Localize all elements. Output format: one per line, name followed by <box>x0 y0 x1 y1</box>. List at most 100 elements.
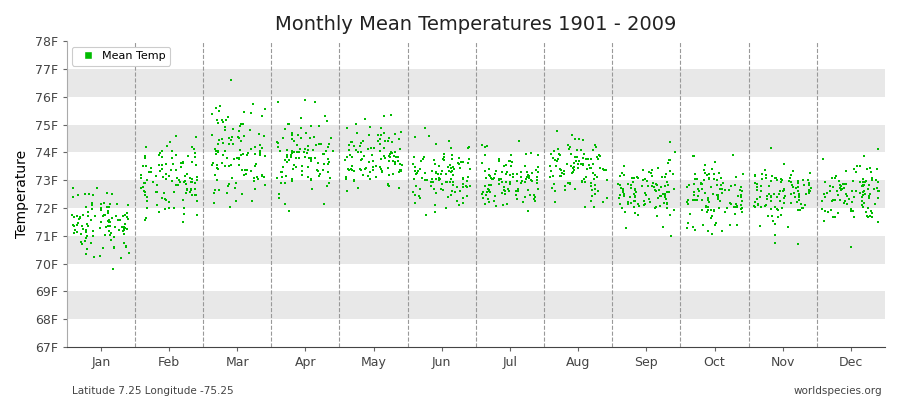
Point <box>324 135 338 141</box>
Point <box>97 200 112 206</box>
Point <box>870 219 885 225</box>
Point <box>184 187 199 193</box>
Point <box>479 192 493 198</box>
Point <box>706 166 720 172</box>
Point <box>584 187 598 194</box>
Point <box>838 198 852 204</box>
Point <box>225 133 239 140</box>
Point <box>409 134 423 140</box>
Point <box>688 227 702 233</box>
Point <box>485 176 500 182</box>
Point <box>229 197 243 204</box>
Point <box>286 138 301 144</box>
Point <box>636 167 651 174</box>
Point <box>315 167 329 173</box>
Point <box>367 145 382 152</box>
Point <box>183 175 197 182</box>
Point <box>155 154 169 160</box>
Point <box>797 182 812 189</box>
Point <box>628 187 643 193</box>
Point <box>354 149 368 155</box>
Point <box>636 177 651 183</box>
Bar <box>67 69 885 97</box>
Point <box>286 162 301 168</box>
Point <box>248 163 263 169</box>
Point <box>443 179 457 185</box>
Point <box>462 144 476 150</box>
Point <box>654 174 669 181</box>
Point <box>590 188 605 194</box>
Point <box>590 174 604 180</box>
Point <box>587 204 601 210</box>
Point <box>326 148 340 154</box>
Point <box>432 177 446 184</box>
Point <box>651 195 665 201</box>
Point <box>234 152 248 158</box>
Point <box>788 194 802 200</box>
Point <box>356 171 371 178</box>
Point <box>149 188 164 195</box>
Point <box>711 192 725 198</box>
Point <box>303 176 318 183</box>
Point <box>868 201 882 207</box>
Point <box>138 155 152 162</box>
Point <box>300 150 314 156</box>
Point <box>371 138 385 144</box>
Point <box>140 163 154 169</box>
Point <box>775 204 789 211</box>
Point <box>778 195 792 202</box>
Point <box>702 175 716 181</box>
Point <box>871 188 886 194</box>
Point <box>121 202 135 208</box>
Point <box>76 212 90 218</box>
Point <box>176 179 191 185</box>
Point <box>628 185 643 192</box>
Point <box>792 191 806 197</box>
Point <box>773 188 788 195</box>
Point <box>111 217 125 223</box>
Point <box>857 182 871 188</box>
Point <box>280 152 294 158</box>
Point <box>220 189 234 196</box>
Point <box>321 144 336 150</box>
Point <box>802 190 816 196</box>
Point <box>238 170 253 177</box>
Point <box>101 223 115 229</box>
Point <box>211 177 225 184</box>
Bar <box>67 291 885 319</box>
Point <box>713 198 727 204</box>
Point <box>650 213 664 219</box>
Point <box>561 142 575 149</box>
Point <box>652 186 667 193</box>
Point <box>383 150 398 157</box>
Point <box>680 199 695 206</box>
Point <box>698 204 713 210</box>
Point <box>562 146 576 152</box>
Point <box>345 154 359 160</box>
Point <box>658 174 672 180</box>
Point <box>574 178 589 184</box>
Point <box>487 198 501 204</box>
Point <box>373 136 387 142</box>
Point <box>823 183 837 189</box>
Point <box>698 162 713 168</box>
Point <box>648 204 662 211</box>
Point <box>385 150 400 156</box>
Point <box>626 178 640 185</box>
Point <box>694 180 708 186</box>
Point <box>662 168 677 174</box>
Point <box>237 133 251 139</box>
Point <box>342 141 356 148</box>
Point <box>763 193 778 200</box>
Point <box>446 172 460 179</box>
Point <box>563 163 578 170</box>
Point <box>832 184 847 191</box>
Point <box>478 144 492 150</box>
Text: Latitude 7.25 Longitude -75.25: Latitude 7.25 Longitude -75.25 <box>72 386 234 396</box>
Point <box>374 140 388 147</box>
Point <box>802 188 816 194</box>
Point <box>545 155 560 162</box>
Point <box>764 145 778 151</box>
Point <box>391 158 405 164</box>
Point <box>431 171 446 178</box>
